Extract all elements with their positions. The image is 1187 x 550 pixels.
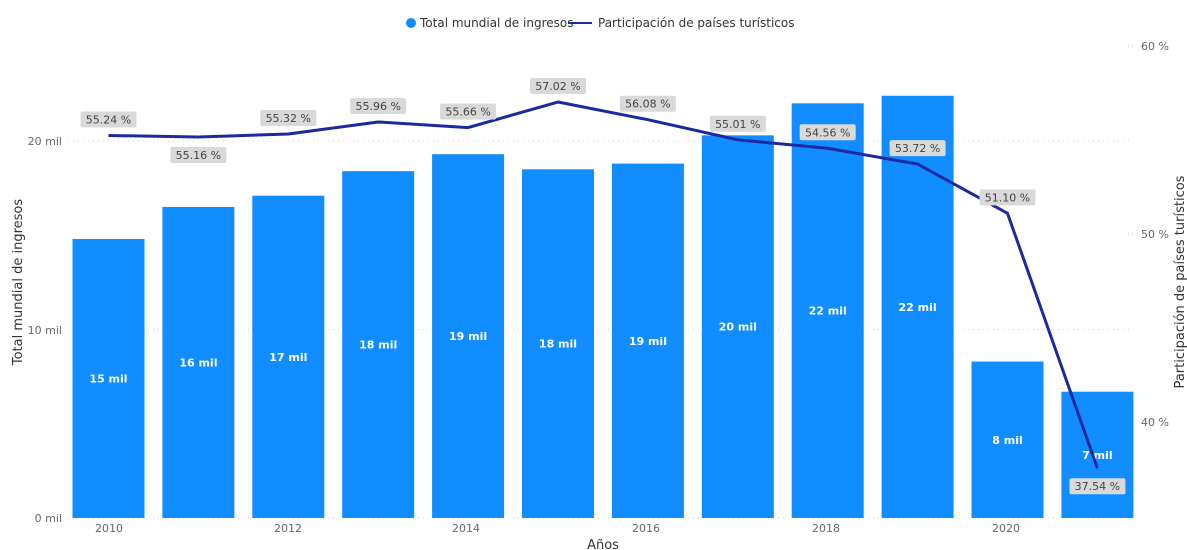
x-tick: 2018 (812, 522, 840, 535)
bar (611, 163, 684, 518)
y-right-tick: 50 % (1141, 228, 1169, 241)
bar-data-label: 22 mil (899, 301, 937, 314)
line-data-label: 55.32 % (266, 112, 311, 125)
line-data-label-bg (619, 95, 676, 112)
line-data-label-bg (889, 140, 946, 157)
y-right-tick: 40 % (1141, 416, 1169, 429)
bar-data-label: 8 mil (992, 434, 1023, 447)
y-right-tick: 60 % (1141, 40, 1169, 53)
x-axis: 2010 2012 2014 2016 2018 2020 Años (95, 522, 1020, 550)
bar (791, 103, 864, 519)
x-tick: 2020 (992, 522, 1020, 535)
bar-data-label: 20 mil (719, 321, 757, 334)
line-path (108, 100, 1099, 469)
line-data-label: 55.01 % (715, 118, 760, 131)
bar (971, 361, 1044, 518)
bar (701, 135, 774, 518)
bar (881, 95, 954, 518)
line-data-label: 54.56 % (805, 126, 850, 139)
bar-data-label: 19 mil (449, 330, 487, 343)
line-data-label: 57.02 % (535, 80, 580, 93)
y-left-tick: 0 mil (35, 512, 62, 525)
legend-line-label: Participación de países turísticos (598, 16, 795, 30)
line-data-label: 53.72 % (895, 142, 940, 155)
line-data-label-bg (1069, 478, 1126, 495)
bar (162, 206, 235, 518)
bar (72, 239, 145, 518)
line-data-label: 56.08 % (625, 98, 670, 111)
line-data-label-bg (440, 103, 497, 120)
line-data-label-bg (530, 78, 586, 95)
line-data-label: 55.96 % (355, 100, 400, 113)
line-data-label: 55.24 % (86, 113, 131, 126)
x-tick: 2012 (274, 522, 302, 535)
line-data-label-bg (979, 189, 1036, 206)
bar (432, 154, 505, 518)
bar-labels: 15 mil 16 mil 17 mil 18 mil 19 mil 18 mil 19 m… (89, 301, 1112, 462)
legend-bars-marker (406, 18, 416, 28)
bar-data-label: 18 mil (359, 339, 397, 352)
bar-series (72, 95, 1134, 519)
line-data-label-bg (799, 124, 856, 141)
legend-bars-label: Total mundial de ingresos (419, 16, 573, 30)
bar (342, 171, 415, 518)
x-tick: 2010 (95, 522, 123, 535)
bar-data-label: 15 mil (89, 373, 127, 386)
y-left-axis: 0 mil 10 mil 20 mil Total mundial de ing… (11, 135, 62, 525)
bar (522, 169, 594, 518)
line-data-label: 55.66 % (445, 106, 490, 119)
legend: Total mundial de ingresos Participación … (406, 16, 795, 30)
line-labels: 55.24 % 55.16 % 55.32 % 55.96 % 55.66 % 57.02… (80, 78, 1126, 495)
bar-data-label: 19 mil (629, 335, 667, 348)
x-axis-title: Años (587, 538, 619, 550)
bar-data-label: 16 mil (179, 356, 217, 369)
bar (1061, 391, 1134, 518)
line-data-label-bg (260, 109, 317, 126)
y-left-tick: 20 mil (28, 135, 62, 148)
y-right-axis-title: Participación de países turísticos (1173, 175, 1187, 388)
line-data-label: 55.16 % (176, 149, 221, 162)
bar-data-label: 7 mil (1082, 449, 1113, 462)
line-data-label-bg (709, 115, 766, 132)
line-data-label: 51.10 % (985, 191, 1030, 204)
bar-data-label: 22 mil (809, 305, 847, 318)
bar-data-label: 17 mil (269, 351, 307, 364)
line-data-label-bg (350, 97, 407, 114)
line-series (108, 100, 1099, 469)
line-data-label-bg (80, 111, 137, 128)
line-data-label: 37.54 % (1075, 480, 1120, 493)
bar (252, 195, 325, 519)
line-data-label-bg (170, 146, 227, 163)
x-tick: 2016 (632, 522, 660, 535)
y-left-tick: 10 mil (28, 324, 62, 337)
y-right-axis: 40 % 50 % 60 % Participación de países t… (1141, 40, 1187, 429)
x-tick: 2014 (452, 522, 480, 535)
y-left-axis-title: Total mundial de ingresos (11, 199, 26, 366)
bar-data-label: 18 mil (539, 338, 577, 351)
